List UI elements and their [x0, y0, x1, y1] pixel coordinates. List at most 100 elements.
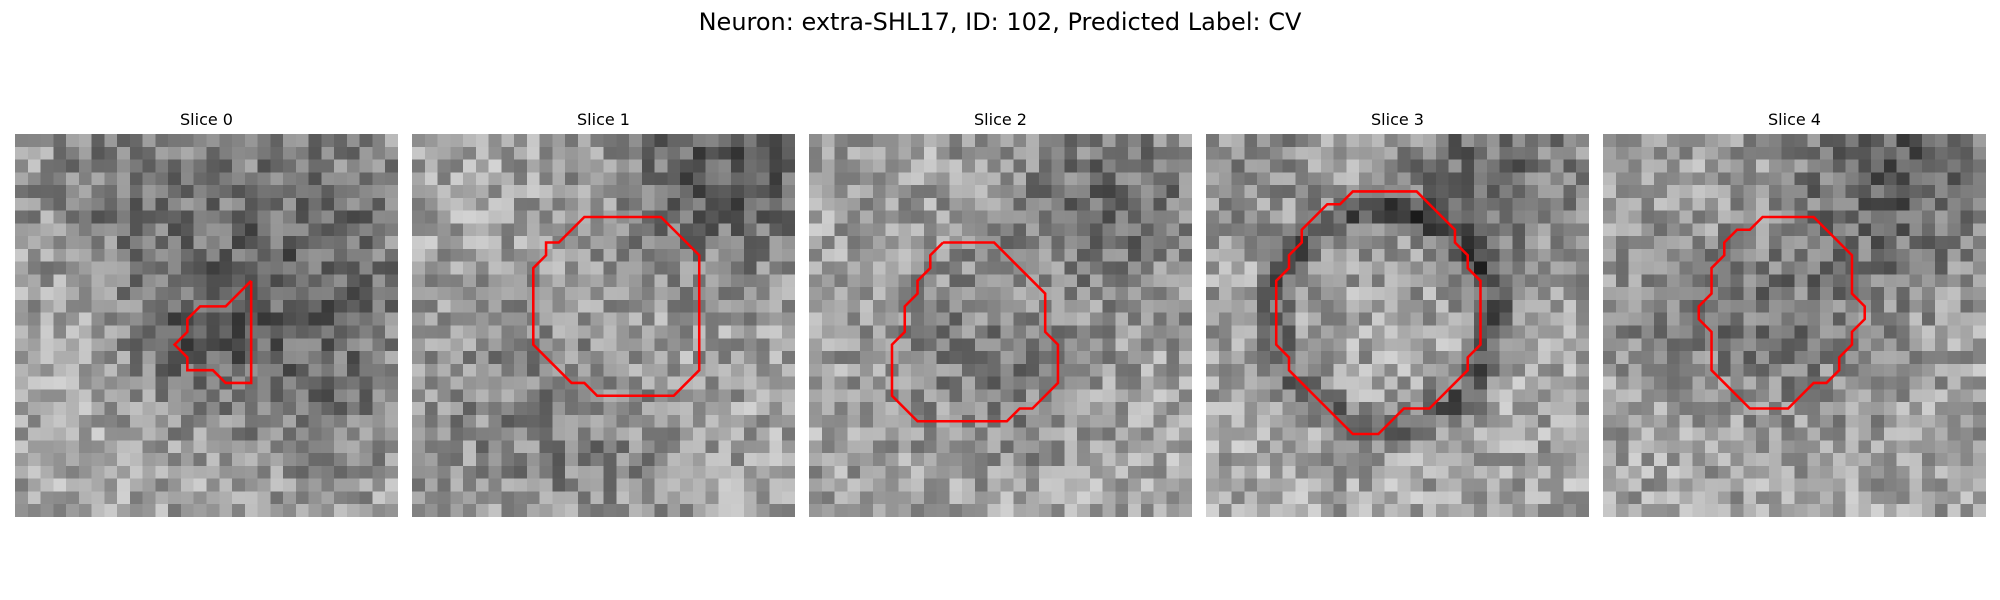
image-pixel [1128, 274, 1142, 288]
image-pixel [270, 504, 284, 517]
image-pixel [1077, 491, 1091, 505]
image-pixel [308, 504, 322, 517]
image-pixel [78, 134, 92, 148]
image-pixel [1295, 185, 1309, 199]
image-pixel [283, 478, 297, 492]
image-pixel [1218, 351, 1232, 365]
image-pixel [1371, 248, 1385, 262]
image-pixel [923, 325, 937, 339]
image-pixel [1820, 465, 1834, 479]
image-pixel [372, 210, 386, 224]
image-pixel [514, 185, 528, 199]
image-pixel [359, 491, 373, 505]
image-pixel [1140, 363, 1154, 377]
image-pixel [552, 376, 566, 390]
image-pixel [334, 146, 348, 160]
image-pixel [334, 159, 348, 173]
image-pixel [1820, 363, 1834, 377]
image-pixel [117, 402, 131, 416]
image-pixel [616, 465, 630, 479]
image-pixel [526, 172, 540, 186]
image-pixel [359, 312, 373, 326]
image-pixel [565, 287, 579, 301]
image-pixel [1269, 504, 1283, 517]
image-pixel [1384, 504, 1398, 517]
image-pixel [1346, 261, 1360, 275]
image-pixel [1576, 274, 1589, 288]
image-pixel [1705, 159, 1719, 173]
image-pixel [142, 248, 156, 262]
image-pixel [1909, 159, 1923, 173]
image-pixel [1832, 172, 1846, 186]
image-pixel [1461, 274, 1475, 288]
image-pixel [1603, 465, 1617, 479]
image-pixel [1359, 440, 1373, 454]
image-pixel [1218, 414, 1232, 428]
image-pixel [1641, 134, 1655, 148]
image-pixel [923, 210, 937, 224]
image-pixel [962, 210, 976, 224]
image-pixel [1537, 465, 1551, 479]
image-pixel [743, 299, 757, 313]
image-pixel [514, 197, 528, 211]
image-pixel [1320, 427, 1334, 441]
image-pixel [308, 414, 322, 428]
image-pixel [1333, 351, 1347, 365]
image-pixel [1384, 236, 1398, 250]
image-pixel [1705, 185, 1719, 199]
image-pixel [821, 299, 835, 313]
image-pixel [180, 504, 194, 517]
image-pixel [334, 325, 348, 339]
image-pixel [847, 261, 861, 275]
image-pixel [1641, 210, 1655, 224]
image-pixel [1550, 351, 1564, 365]
image-pixel [412, 478, 426, 492]
image-pixel [885, 261, 899, 275]
image-pixel [1576, 402, 1589, 416]
image-pixel [180, 146, 194, 160]
image-pixel [898, 427, 912, 441]
image-pixel [1679, 134, 1693, 148]
image-pixel [1692, 351, 1706, 365]
image-pixel [756, 440, 770, 454]
image-pixel [1244, 465, 1258, 479]
image-pixel [334, 197, 348, 211]
image-pixel [1615, 172, 1629, 186]
image-pixel [334, 236, 348, 250]
image-pixel [1038, 465, 1052, 479]
image-pixel [692, 376, 706, 390]
image-pixel [372, 134, 386, 148]
image-pixel [1641, 351, 1655, 365]
image-pixel [412, 351, 426, 365]
image-pixel [1807, 185, 1821, 199]
image-pixel [731, 325, 745, 339]
image-pixel [1384, 197, 1398, 211]
image-pixel [1102, 274, 1116, 288]
image-pixel [1102, 338, 1116, 352]
image-pixel [1615, 491, 1629, 505]
image-pixel [1883, 491, 1897, 505]
image-pixel [1512, 236, 1526, 250]
image-pixel [1448, 299, 1462, 313]
image-pixel [321, 134, 335, 148]
image-pixel [385, 325, 398, 339]
image-pixel [1960, 504, 1974, 517]
image-pixel [283, 427, 297, 441]
image-pixel [437, 351, 451, 365]
image-pixel [66, 440, 80, 454]
image-pixel [1794, 274, 1808, 288]
image-pixel [1615, 299, 1629, 313]
image-pixel [1244, 261, 1258, 275]
image-pixel [321, 172, 335, 186]
image-pixel [1295, 274, 1309, 288]
image-pixel [142, 338, 156, 352]
image-pixel [1525, 172, 1539, 186]
image-pixel [565, 134, 579, 148]
image-pixel [283, 159, 297, 173]
image-pixel [1730, 465, 1744, 479]
image-pixel [1603, 376, 1617, 390]
image-pixel [718, 478, 732, 492]
image-pixel [1563, 427, 1577, 441]
image-pixel [936, 389, 950, 403]
image-pixel [1384, 210, 1398, 224]
